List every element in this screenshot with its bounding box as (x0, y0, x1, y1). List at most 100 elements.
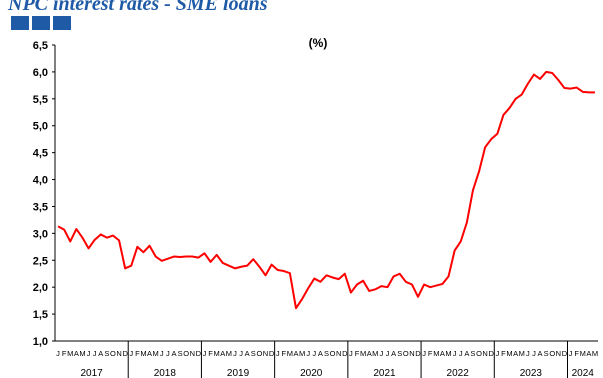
x-tick-month-label: S (324, 349, 329, 358)
x-tick-month-label: M (214, 349, 220, 358)
x-tick-month-label: J (569, 349, 573, 358)
x-tick-month-label: J (532, 349, 536, 358)
x-year-label: 2017 (80, 368, 103, 378)
x-tick-month-label: D (196, 349, 202, 358)
y-tick-label: 6,5 (33, 40, 48, 52)
x-tick-month-label: J (203, 349, 207, 358)
y-tick-label: 3,5 (33, 201, 48, 213)
x-tick-month-label: F (355, 349, 360, 358)
x-tick-month-label: O (183, 349, 189, 358)
x-tick-month-label: S (470, 349, 475, 358)
x-tick-month-label: A (391, 349, 396, 358)
x-tick-month-label: J (239, 349, 243, 358)
x-tick-month-label: J (453, 349, 457, 358)
page-title: NPC interest rates - SME loans (8, 0, 268, 15)
x-tick-month-label: M (372, 349, 378, 358)
x-tick-month-label: A (513, 349, 518, 358)
x-tick-month-label: M (67, 349, 73, 358)
x-tick-month-label: A (367, 349, 372, 358)
x-tick-month-label: J (233, 349, 237, 358)
x-year-label: 2023 (520, 368, 543, 378)
y-tick-label: 3,0 (33, 228, 48, 240)
x-tick-month-label: D (269, 349, 275, 358)
x-tick-month-label: M (299, 349, 305, 358)
chart-unit-label: (%) (309, 36, 328, 50)
x-tick-month-label: F (281, 349, 286, 358)
x-tick-month-label: A (171, 349, 176, 358)
y-tick-label: 4,0 (33, 175, 48, 187)
x-tick-month-label: O (256, 349, 262, 358)
x-tick-month-label: D (342, 349, 348, 358)
x-tick-month-label: S (251, 349, 256, 358)
x-tick-month-label: J (495, 349, 499, 358)
title-decoration (11, 16, 71, 30)
x-tick-month-label: J (276, 349, 280, 358)
x-tick-month-label: J (422, 349, 426, 358)
x-tick-month-label: J (93, 349, 97, 358)
x-tick-month-label: A (586, 349, 591, 358)
y-ticks: 1,0 1,5 2,0 2,5 3,0 3,5 4,0 4,5 5,0 5,5 6,0 6,5 (33, 40, 55, 348)
x-tick-month-label: M (580, 349, 586, 358)
x-tick-month-label: O (403, 349, 409, 358)
y-tick-label: 5,5 (33, 94, 48, 106)
x-tick-month-label: S (544, 349, 549, 358)
x-tick-month-label: J (306, 349, 310, 358)
x-tick-month-label: J (166, 349, 170, 358)
x-tick-month-label: J (386, 349, 390, 358)
x-tick-month-label: J (459, 349, 463, 358)
x-tick-month-label: N (482, 349, 487, 358)
x-tick-month-label: A (538, 349, 543, 358)
x-tick-month-label: N (190, 349, 195, 358)
x-tick-month-label: A (245, 349, 250, 358)
x-year-label: 2021 (373, 368, 396, 378)
x-tick-month-label: S (178, 349, 183, 358)
x-tick-month-label: J (312, 349, 316, 358)
x-tick-month-label: F (62, 349, 67, 358)
x-tick-month-label: O (549, 349, 555, 358)
x-tick-month-label: M (153, 349, 159, 358)
x-tick-month-label: N (116, 349, 121, 358)
x-tick-month-label: N (263, 349, 268, 358)
x-tick-month-label: M (519, 349, 525, 358)
x-tick-month-label: J (526, 349, 530, 358)
x-tick-month-label: J (56, 349, 60, 358)
y-tick-label: 2,0 (33, 282, 48, 294)
series-line-sme-rates (57, 70, 595, 310)
x-tick-month-label: J (129, 349, 133, 358)
x-tick-month-label: M (445, 349, 451, 358)
x-tick-month-label: J (380, 349, 384, 358)
x-tick-month-label: J (160, 349, 164, 358)
x-tick-month-label: O (110, 349, 116, 358)
x-tick-month-label: N (556, 349, 561, 358)
x-tick-month-label: O (476, 349, 482, 358)
x-tick-month-label: M (226, 349, 232, 358)
x-tick-month-label: A (440, 349, 445, 358)
x-tick-month-label: D (415, 349, 421, 358)
x-tick-month-label: O (330, 349, 336, 358)
x-tick-month-label: J (87, 349, 91, 358)
x-tick-month-label: F (208, 349, 213, 358)
x-year-label: 2020 (300, 368, 323, 378)
x-tick-month-label: N (336, 349, 341, 358)
y-tick-label: 6,0 (33, 67, 48, 79)
y-tick-label: 2,5 (33, 255, 48, 267)
x-tick-month-label: A (293, 349, 298, 358)
x-tick-month-label: M (506, 349, 512, 358)
x-tick-month-label: M (360, 349, 366, 358)
x-tick-month-label: A (220, 349, 225, 358)
x-tick-month-label: A (98, 349, 103, 358)
x-tick-month-label: F (135, 349, 140, 358)
x-tick-month-label: D (122, 349, 128, 358)
x-tick-month-label: M (287, 349, 293, 358)
x-year-label: 2018 (154, 368, 177, 378)
x-year-label: 2019 (227, 368, 250, 378)
x-tick-month-label: M (79, 349, 85, 358)
x-tick-month-label: A (318, 349, 323, 358)
y-tick-label: 1,5 (33, 309, 48, 321)
x-tick-month-label: N (409, 349, 414, 358)
x-tick-month-label: J (349, 349, 353, 358)
y-tick-label: 4,5 (33, 148, 48, 160)
x-tick-month-label: F (501, 349, 506, 358)
